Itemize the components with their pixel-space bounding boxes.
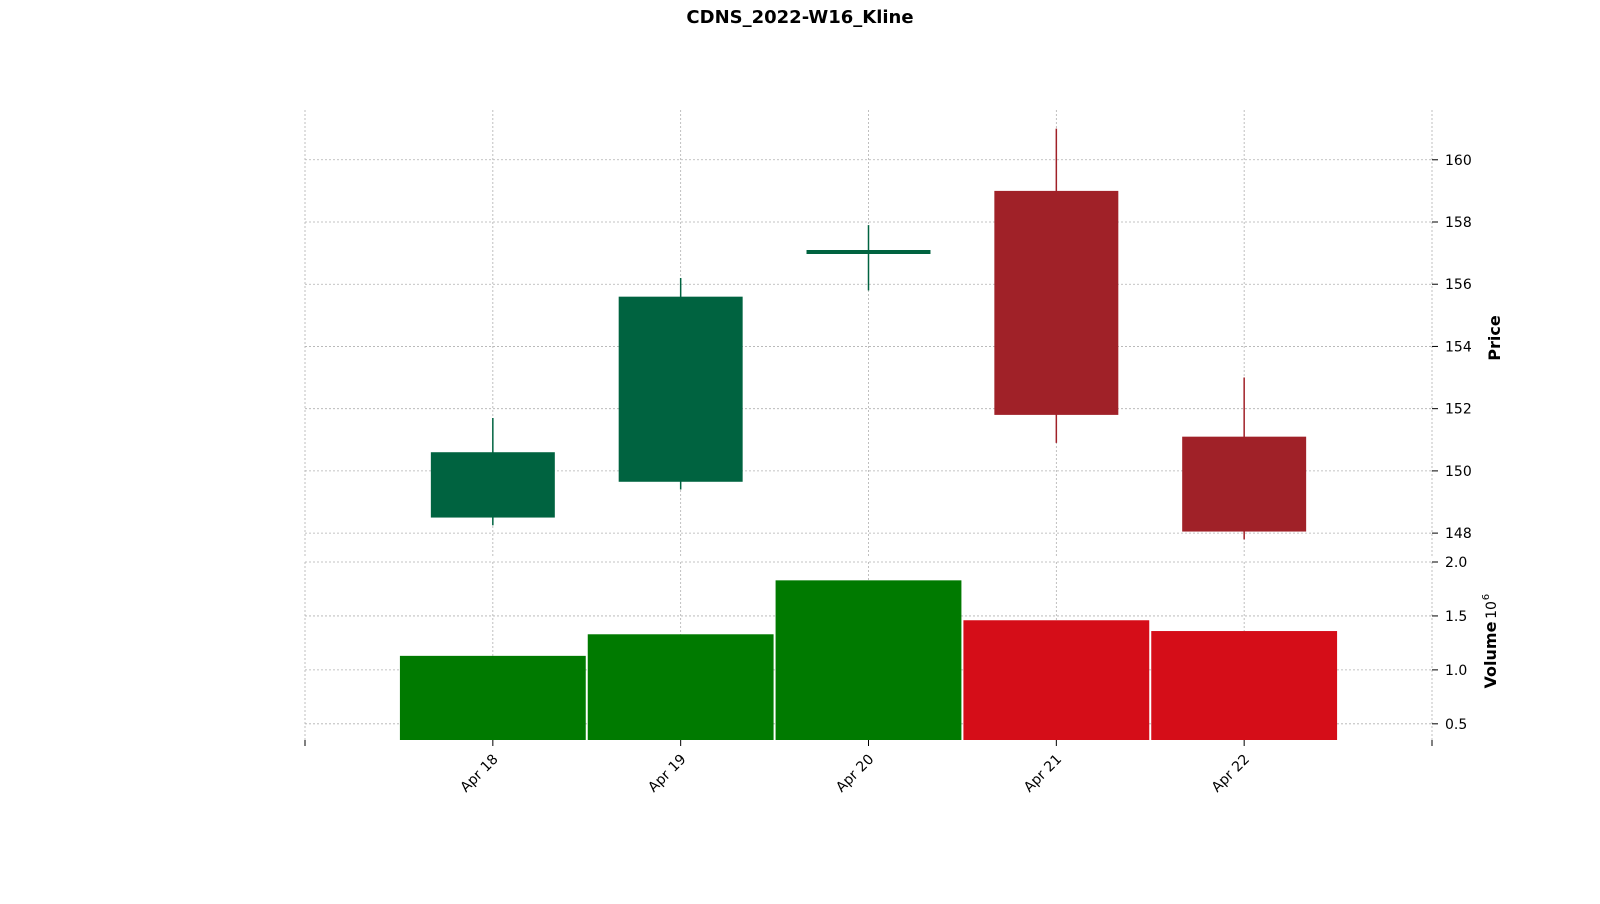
price-tick-label: 160 bbox=[1445, 153, 1472, 169]
volume-tick-label: 1.5 bbox=[1445, 609, 1467, 625]
volume-bar bbox=[399, 655, 586, 740]
candle-body bbox=[1182, 436, 1307, 532]
x-tick-label: Apr 20 bbox=[833, 752, 877, 796]
chart-title: CDNS_2022-W16_Kline bbox=[686, 7, 913, 28]
volume-layer bbox=[399, 580, 1338, 740]
volume-bar bbox=[775, 580, 962, 740]
volume-tick-label: 0.5 bbox=[1445, 717, 1467, 733]
volume-tick-label: 1.0 bbox=[1445, 663, 1467, 679]
candle-body bbox=[430, 452, 555, 518]
x-tick-label: Apr 21 bbox=[1021, 752, 1065, 796]
volume-bar bbox=[963, 620, 1150, 740]
volume-tick-label: 2.0 bbox=[1445, 555, 1467, 571]
price-tick-label: 156 bbox=[1445, 277, 1472, 293]
price-tick-label: 152 bbox=[1445, 402, 1472, 418]
price-tick-label: 148 bbox=[1445, 526, 1472, 542]
price-axis-label: Price bbox=[1485, 315, 1504, 361]
candle-body bbox=[806, 250, 931, 254]
x-tick-label: Apr 18 bbox=[457, 752, 501, 796]
volume-multiplier: 10 bbox=[1484, 601, 1500, 619]
x-tick-label: Apr 19 bbox=[645, 752, 689, 796]
price-tick-label: 150 bbox=[1445, 464, 1472, 480]
volume-axis-label: Volume bbox=[1481, 621, 1500, 688]
x-tick-label: Apr 22 bbox=[1209, 752, 1253, 796]
volume-bar bbox=[1151, 631, 1338, 740]
volume-bar bbox=[587, 634, 774, 740]
candle-body bbox=[994, 190, 1119, 415]
candles-layer bbox=[430, 128, 1307, 540]
price-tick-label: 154 bbox=[1445, 339, 1472, 355]
price-tick-label: 158 bbox=[1445, 215, 1472, 231]
candle-body bbox=[618, 296, 743, 482]
volume-multiplier-exponent: 6 bbox=[1481, 594, 1492, 600]
